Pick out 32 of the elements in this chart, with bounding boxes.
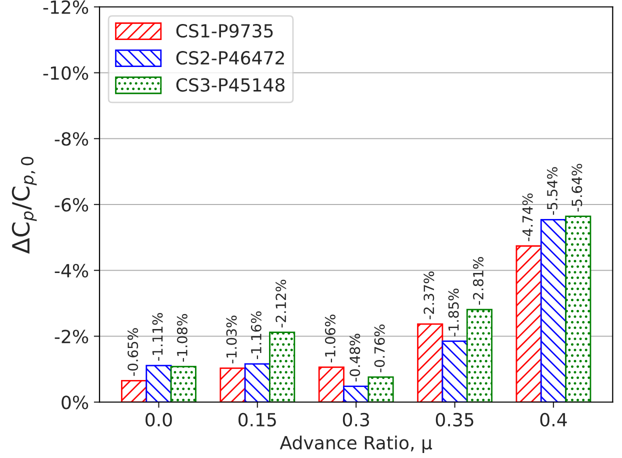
data-label: -1.11% — [152, 313, 163, 361]
data-label: -5.54% — [546, 167, 558, 215]
data-label: -5.64% — [572, 164, 582, 212]
x-tick-label: 0.0 — [146, 412, 172, 427]
data-label: -1.16% — [250, 311, 262, 360]
x-tick-label: 0.4 — [540, 412, 567, 427]
data-label: -2.37% — [424, 272, 434, 320]
data-label: -1.03% — [226, 316, 237, 364]
y-tick-label: -10% — [43, 66, 88, 80]
data-label: -1.06% — [324, 314, 336, 362]
y-tick-label: -12% — [43, 0, 88, 14]
data-label: -2.81% — [472, 257, 484, 305]
y-tick-label: -2% — [54, 330, 88, 344]
y-tick-label: -6% — [54, 198, 88, 212]
y-tick-label: -8% — [54, 132, 88, 146]
y-tick-label: 0% — [62, 396, 88, 410]
x-tick-label: 0.3 — [342, 412, 370, 427]
x-tick-label: 0.15 — [238, 412, 276, 427]
data-label: -0.48% — [350, 334, 360, 382]
data-label: -0.65% — [128, 328, 138, 376]
legend-label: CS1-P9735 — [176, 24, 273, 38]
x-axis-title: Advance Ratio, μ — [280, 436, 432, 454]
data-label: -1.85% — [448, 288, 459, 336]
y-tick-label: -4% — [54, 264, 88, 278]
legend-label: CS3-P45148 — [176, 78, 285, 92]
data-label: -2.12% — [276, 280, 286, 328]
x-tick-label: 0.35 — [436, 412, 474, 427]
data-label: -1.08% — [176, 314, 188, 362]
y-axis-title: ΔC$_{p}$/C$_{p,0}$ — [12, 156, 37, 254]
data-label: -4.74% — [522, 193, 533, 242]
data-label: -0.76% — [374, 324, 385, 372]
legend-label: CS2-P46472 — [176, 51, 284, 65]
